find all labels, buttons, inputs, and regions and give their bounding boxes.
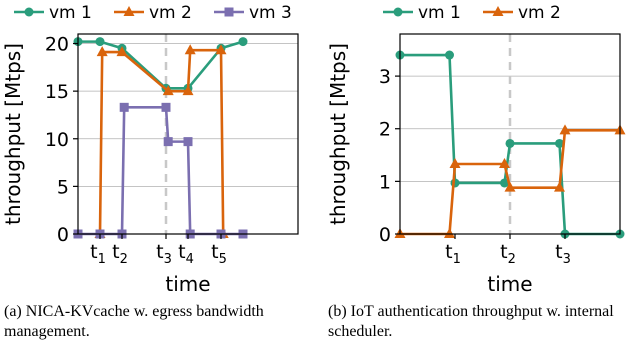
point-a-3-3 (119, 102, 129, 112)
legend-marker-b-2 (492, 6, 504, 16)
series-line-b-2 (400, 129, 620, 236)
legend-marker-a-2 (123, 6, 135, 16)
point-b-2-3 (499, 158, 510, 168)
legend-marker-a-3 (224, 7, 234, 17)
y-axis-label-b: throughput [Mtps] (326, 43, 350, 225)
legend-label-a-1: vm 1 (49, 3, 92, 23)
y-tick-label-b-3: 3 (379, 66, 391, 88)
point-b-1-4 (505, 138, 515, 148)
y-tick-label-a-4: 20 (45, 34, 69, 56)
y-tick-label-b-1: 1 (379, 171, 391, 193)
legend-label-a-2: vm 2 (149, 3, 192, 23)
y-tick-label-a-1: 5 (57, 176, 69, 198)
point-b-2-2 (449, 158, 461, 168)
legend-label-a-3: vm 3 (249, 3, 292, 23)
point-b-2-6 (559, 124, 571, 135)
caption-b: (b) IoT authentication throughput w. int… (328, 303, 614, 340)
point-b-2-5 (554, 181, 565, 192)
legend-marker-a-1 (24, 7, 34, 17)
point-a-3-6 (183, 137, 193, 147)
point-b-2-1 (444, 228, 455, 238)
series-line-a-3 (78, 106, 243, 236)
point-b-2-4 (504, 181, 516, 192)
point-a-3-5 (163, 137, 173, 147)
y-tick-label-a-2: 10 (45, 129, 69, 151)
point-a-2-6 (215, 44, 227, 55)
y-tick-label-a-3: 15 (45, 81, 69, 103)
x-tick-label-b-0: t1 (445, 241, 461, 267)
point-a-2-1 (96, 46, 108, 57)
legend-label-b-1: vm 1 (418, 3, 461, 23)
series-line-a-2 (98, 48, 225, 235)
x-axis-label-b: time (487, 272, 532, 296)
x-tick-label-b-1: t2 (500, 241, 516, 267)
x-tick-label-a-2: t3 (156, 241, 172, 267)
point-a-2-2 (116, 46, 128, 57)
point-a-2-5 (184, 44, 196, 55)
point-a-2-4 (182, 85, 194, 96)
y-axis-label-a: throughput [Mtps] (1, 43, 25, 225)
y-tick-label-a-0: 0 (57, 224, 69, 246)
y-tick-label-b-0: 0 (379, 224, 391, 246)
point-a-1-6 (238, 37, 248, 47)
x-tick-label-a-1: t2 (112, 241, 128, 267)
y-tick-label-b-2: 2 (379, 119, 391, 141)
caption-a: (a) NICA-KVcache w. egress bandwidth man… (4, 303, 264, 340)
point-a-3-4 (161, 102, 171, 112)
legend-label-b-2: vm 2 (518, 3, 561, 23)
x-tick-label-a-0: t1 (90, 241, 106, 267)
x-tick-label-a-3: t4 (178, 241, 194, 267)
x-tick-label-b-2: t3 (555, 241, 571, 267)
plot-frame-a (77, 33, 299, 235)
point-b-1-1 (445, 50, 454, 60)
point-b-1-5 (555, 138, 564, 148)
point-a-2-3 (162, 85, 174, 96)
point-b-1-3 (500, 178, 509, 188)
chart-b: 0 1 2 3 t1 t2 t3 time throughput [Mtps] vm 1 vm 2 (326, 3, 626, 296)
legend-marker-b-1 (393, 7, 403, 17)
x-axis-label-a: time (165, 272, 210, 296)
point-a-1-1 (95, 37, 105, 47)
x-tick-label-a-4: t5 (211, 241, 227, 267)
